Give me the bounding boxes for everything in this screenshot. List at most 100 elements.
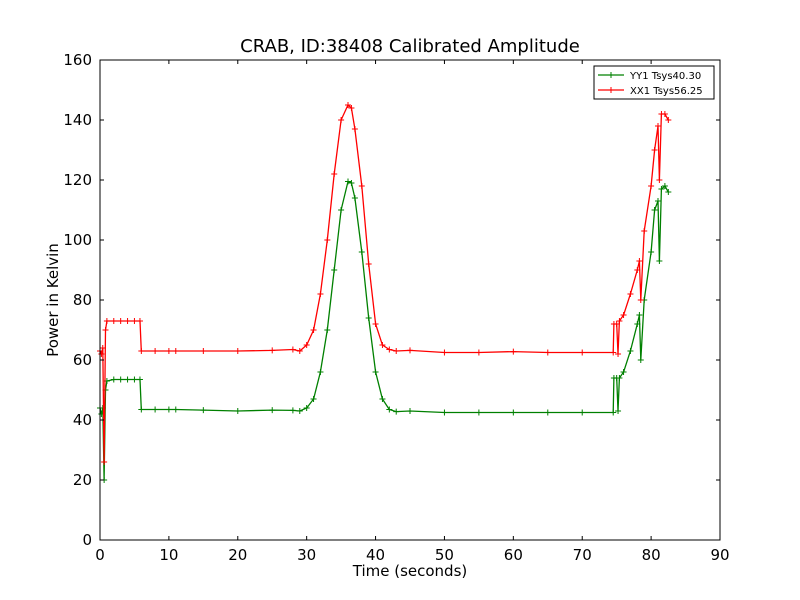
data-point-marker — [441, 409, 448, 416]
data-point-marker — [658, 186, 665, 192]
data-point-marker — [379, 342, 386, 348]
legend-box — [593, 65, 715, 100]
x-tick-label: 30 — [297, 546, 316, 564]
legend-entry-label: YY1 Tsys40.30 — [629, 71, 701, 82]
data-point-marker — [317, 369, 324, 375]
data-point-marker — [616, 375, 623, 381]
x-tick-label: 90 — [710, 546, 729, 564]
data-point-marker — [510, 409, 517, 416]
data-point-marker — [289, 407, 296, 414]
data-point-marker — [110, 318, 117, 324]
data-point-marker — [102, 327, 109, 333]
data-point-marker — [324, 327, 331, 333]
data-point-marker — [136, 376, 143, 383]
data-point-marker — [200, 407, 207, 414]
data-point-marker — [648, 249, 655, 255]
data-point-marker — [636, 312, 643, 318]
data-point-marker — [393, 408, 400, 415]
data-point-marker — [234, 408, 241, 414]
data-point-marker — [620, 369, 627, 375]
data-point-marker — [331, 171, 338, 177]
data-point-marker — [348, 105, 355, 111]
data-point-marker — [338, 117, 345, 123]
data-point-marker — [634, 267, 641, 273]
data-point-marker — [289, 346, 296, 353]
data-point-marker — [131, 376, 138, 383]
data-point-marker — [136, 318, 143, 324]
data-point-marker — [407, 347, 413, 354]
data-point-marker — [637, 297, 644, 303]
data-point-marker — [665, 117, 672, 123]
y-axis-label: Power in Kelvin — [44, 243, 62, 357]
x-tick-label: 80 — [642, 546, 661, 564]
data-point-marker — [661, 111, 668, 117]
data-point-marker — [303, 342, 310, 348]
data-point-marker — [117, 376, 124, 383]
data-point-marker — [234, 348, 241, 354]
data-point-marker — [613, 321, 620, 327]
data-point-marker — [152, 348, 159, 354]
data-point-marker — [131, 318, 138, 324]
data-point-marker — [358, 249, 365, 255]
data-point-marker — [615, 408, 622, 414]
y-tick-label: 40 — [73, 411, 92, 429]
data-point-marker — [165, 348, 172, 354]
data-point-marker — [510, 348, 517, 355]
data-point-marker — [475, 349, 482, 356]
data-point-marker — [172, 406, 179, 413]
y-tick-label: 100 — [63, 231, 92, 249]
data-point-marker — [345, 178, 351, 185]
data-point-marker — [98, 351, 105, 357]
data-point-marker — [310, 327, 317, 333]
data-point-marker — [345, 102, 351, 108]
data-point-marker — [610, 409, 617, 416]
data-point-marker — [665, 189, 672, 195]
x-tick-label: 10 — [159, 546, 178, 564]
data-point-marker — [138, 406, 145, 413]
data-point-marker — [615, 351, 622, 357]
series-layer — [97, 102, 672, 483]
data-point-marker — [152, 406, 159, 413]
data-point-marker — [365, 315, 372, 321]
data-point-marker — [655, 123, 661, 129]
legend-entry-label: XX1 Tsys56.25 — [630, 86, 703, 97]
data-point-marker — [348, 180, 355, 186]
data-point-marker — [310, 396, 317, 402]
data-point-marker — [296, 348, 303, 354]
data-point-marker — [138, 348, 145, 354]
data-point-marker — [656, 177, 663, 183]
legend-marker — [608, 72, 614, 78]
data-point-marker — [351, 195, 358, 201]
x-axis: 0 10 20 30 40 50 60 70 80 90 — [95, 60, 730, 564]
x-tick-label: 70 — [573, 546, 592, 564]
x-tick-label: 50 — [435, 546, 454, 564]
y-tick-label: 20 — [73, 471, 92, 489]
y-tick-label: 120 — [63, 171, 92, 189]
data-point-marker — [627, 348, 634, 354]
data-point-marker — [303, 405, 310, 411]
data-point-marker — [651, 147, 658, 153]
x-axis-label: Time (seconds) — [352, 562, 468, 580]
data-point-marker — [610, 349, 617, 356]
data-point-marker — [124, 376, 131, 383]
data-point-marker — [651, 207, 658, 213]
data-point-marker — [331, 267, 338, 273]
data-point-marker — [407, 408, 413, 414]
data-point-marker — [661, 183, 668, 189]
data-point-marker — [317, 291, 324, 297]
legend: YY1 Tsys40.30 XX1 Tsys56.25 — [593, 65, 715, 100]
x-tick-label: 60 — [504, 546, 523, 564]
data-point-marker — [620, 312, 627, 318]
data-point-marker — [616, 318, 623, 324]
data-point-marker — [124, 318, 131, 324]
x-tick-label: 0 — [95, 546, 105, 564]
chart-title: CRAB, ID:38408 Calibrated Amplitude — [240, 36, 580, 57]
data-point-marker — [544, 349, 551, 356]
data-point-marker — [351, 126, 358, 132]
data-point-marker — [386, 346, 393, 353]
data-point-marker — [636, 258, 643, 264]
data-point-marker — [99, 345, 106, 351]
y-tick-label: 80 — [73, 291, 92, 309]
data-point-marker — [296, 408, 303, 414]
